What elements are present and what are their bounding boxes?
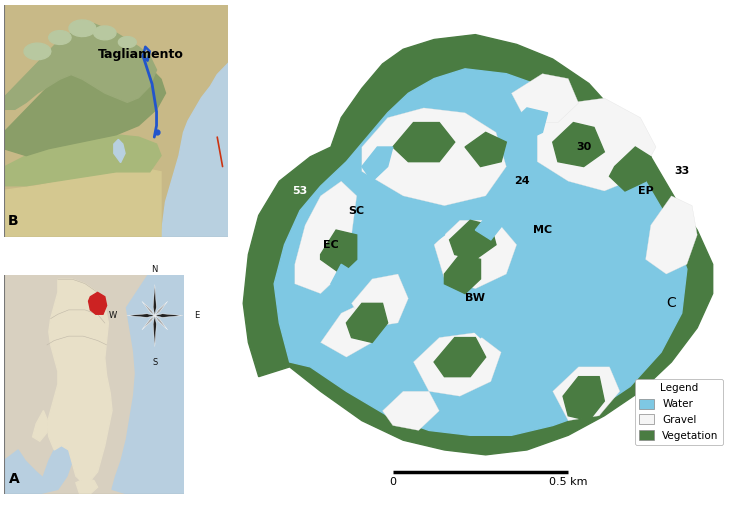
Polygon shape [142, 301, 155, 316]
Polygon shape [243, 35, 713, 455]
Polygon shape [4, 135, 161, 186]
Polygon shape [475, 211, 506, 240]
Polygon shape [408, 211, 444, 249]
Polygon shape [413, 333, 501, 396]
Polygon shape [362, 147, 393, 181]
Polygon shape [511, 74, 579, 123]
Polygon shape [383, 391, 439, 431]
Polygon shape [4, 167, 161, 237]
Polygon shape [49, 31, 71, 44]
Polygon shape [553, 367, 620, 420]
Text: 0.5 km: 0.5 km [549, 476, 587, 487]
Polygon shape [346, 303, 388, 343]
Polygon shape [434, 337, 486, 377]
Polygon shape [161, 63, 228, 237]
Polygon shape [609, 147, 651, 191]
Text: MC: MC [533, 225, 552, 235]
Text: N: N [152, 265, 158, 274]
Text: 24: 24 [514, 176, 530, 186]
Polygon shape [153, 316, 156, 347]
Polygon shape [127, 314, 155, 318]
Polygon shape [295, 181, 357, 294]
Polygon shape [119, 37, 136, 48]
Polygon shape [331, 264, 357, 294]
Polygon shape [112, 275, 184, 494]
Polygon shape [362, 108, 506, 206]
Polygon shape [153, 285, 156, 316]
Polygon shape [155, 316, 167, 330]
Polygon shape [553, 123, 604, 166]
Text: 30: 30 [576, 142, 591, 152]
Polygon shape [155, 314, 183, 318]
Polygon shape [142, 316, 155, 330]
Polygon shape [465, 132, 506, 166]
Polygon shape [155, 301, 167, 316]
Polygon shape [542, 249, 573, 284]
Polygon shape [321, 230, 357, 274]
Text: E: E [194, 311, 200, 320]
Polygon shape [444, 254, 481, 294]
Legend: Water, Gravel, Vegetation: Water, Gravel, Vegetation [635, 379, 723, 445]
Polygon shape [563, 377, 604, 420]
Polygon shape [24, 43, 51, 60]
Polygon shape [372, 186, 398, 215]
Text: C: C [666, 296, 677, 310]
Polygon shape [4, 47, 166, 156]
Polygon shape [4, 450, 57, 494]
Polygon shape [321, 303, 383, 357]
Polygon shape [460, 294, 501, 337]
Polygon shape [434, 220, 517, 289]
Polygon shape [47, 279, 112, 483]
Polygon shape [40, 445, 72, 494]
Polygon shape [274, 69, 687, 435]
Polygon shape [4, 5, 228, 237]
Text: S: S [152, 357, 158, 366]
Text: SC: SC [349, 206, 365, 215]
Polygon shape [352, 274, 408, 328]
Polygon shape [69, 20, 96, 37]
Text: 33: 33 [674, 166, 689, 177]
Polygon shape [537, 98, 656, 191]
Polygon shape [94, 26, 116, 40]
Polygon shape [517, 186, 558, 220]
Polygon shape [646, 196, 697, 274]
Polygon shape [88, 292, 107, 314]
Text: A: A [9, 472, 20, 486]
Polygon shape [506, 108, 548, 142]
Polygon shape [113, 139, 125, 162]
Text: W: W [108, 311, 117, 320]
Polygon shape [32, 411, 47, 441]
Text: BW: BW [465, 294, 486, 303]
Text: 0: 0 [389, 476, 397, 487]
Polygon shape [76, 478, 97, 494]
Polygon shape [4, 275, 184, 494]
Text: EP: EP [638, 186, 654, 196]
Text: B: B [8, 214, 19, 228]
Polygon shape [393, 123, 455, 162]
Text: Tagliamento: Tagliamento [98, 48, 184, 62]
Text: EC: EC [323, 240, 339, 250]
Polygon shape [4, 23, 156, 109]
Text: 53: 53 [293, 186, 307, 196]
Polygon shape [450, 220, 496, 260]
